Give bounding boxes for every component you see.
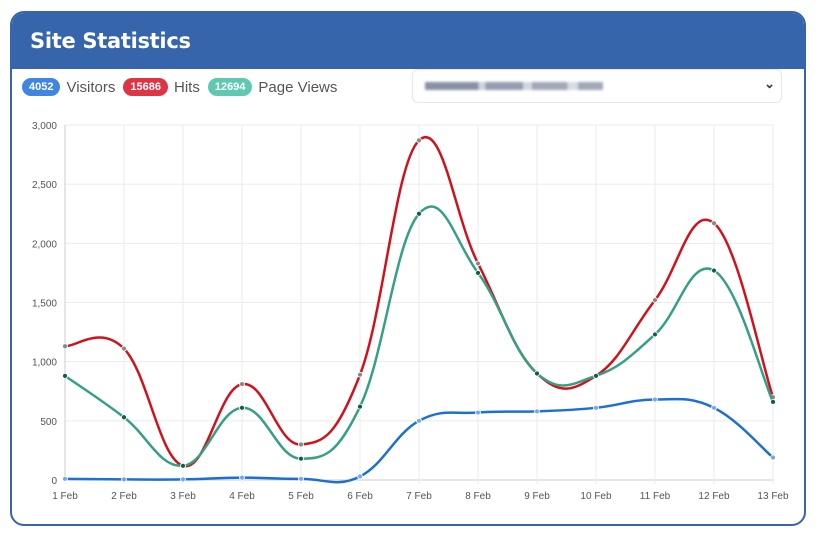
data-point [239,474,245,481]
data-point [357,473,363,480]
data-point [534,408,540,415]
data-point [239,381,245,388]
x-tick-label: 3 Feb [170,491,196,502]
legend: 4052 Visitors 15686 Hits 12694 Page Views [22,78,345,96]
data-point [121,414,127,421]
x-tick-label: 6 Feb [347,491,373,502]
data-point [357,403,363,410]
card-header: Site Statistics [12,13,804,69]
data-point [180,476,186,483]
card-title: Site Statistics [30,29,191,53]
y-tick-label: 3,000 [32,121,57,132]
data-point [475,270,481,276]
data-point [121,345,127,352]
x-tick-label: 10 Feb [580,491,612,502]
data-point [593,372,599,379]
page-views-count-badge: 12694 [207,78,253,96]
x-tick-label: 11 Feb [640,491,671,502]
data-point [652,297,658,304]
page-views-label: Page Views [258,78,338,96]
x-tick-label: 1 Feb [52,491,78,502]
data-point [298,455,304,462]
x-tick-label: 12 Feb [698,491,730,502]
blurred-selected-value [425,82,603,90]
data-point [534,370,540,377]
y-tick-label: 2,000 [32,239,57,250]
x-tick-label: 2 Feb [111,491,137,502]
y-tick-label: 2,500 [32,180,57,191]
x-tick-label: 8 Feb [465,491,491,502]
data-point [475,409,481,416]
data-point [298,475,304,482]
data-point [711,220,717,227]
data-point [475,260,481,267]
data-point [357,371,363,378]
x-tick-label: 5 Feb [288,491,314,502]
x-tick-label: 4 Feb [229,491,255,502]
data-point [770,454,776,461]
data-point [416,210,422,217]
x-tick-label: 7 Feb [406,491,432,502]
y-tick-label: 1,000 [32,358,57,369]
data-point [298,441,304,448]
y-tick-label: 1,500 [32,299,57,310]
chevron-down-icon: ⌄ [764,76,775,91]
x-tick-label: 9 Feb [524,491,550,502]
x-tick-label: 13 Feb [757,491,789,502]
data-point [239,404,245,411]
hits-count-badge: 15686 [123,78,168,96]
data-point [62,475,68,482]
data-point [652,331,658,338]
data-point [121,476,127,483]
data-point [652,396,658,403]
data-point [180,462,186,469]
site-select[interactable]: ⌄ [412,69,782,103]
y-tick-label: 500 [40,417,57,428]
data-point [711,404,717,411]
data-point [416,417,422,424]
y-tick-label: 0 [51,476,57,487]
data-point [711,267,717,274]
data-point [62,343,68,350]
visitors-label: Visitors [66,78,116,96]
hits-label: Hits [173,78,200,96]
data-point [593,404,599,411]
data-point [770,398,776,405]
data-point [416,137,422,144]
visitors-count-badge: 4052 [22,78,61,96]
data-point [62,372,68,379]
